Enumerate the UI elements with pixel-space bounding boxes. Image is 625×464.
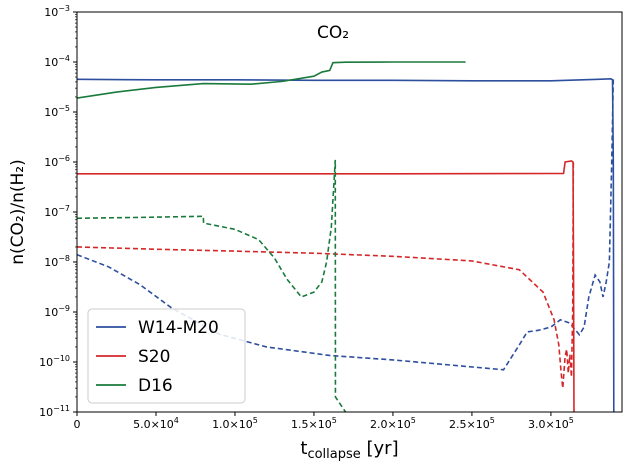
x-tick-label: 0 [74, 418, 81, 431]
y-axis-label: n(CO₂)/n(H₂) [8, 159, 28, 264]
x-tick-label: 2.0×105 [370, 416, 416, 431]
series-d16-solid-line [77, 61, 466, 99]
series-w14-m20-solid-line [77, 78, 615, 412]
y-tick-exponent: −3 [58, 4, 70, 13]
legend-label-d16: D16 [138, 376, 173, 396]
x-tick-mantissa: 1.5×10 [291, 418, 332, 431]
y-tick-exponent: −4 [58, 54, 70, 63]
x-tick-mantissa: 5.0×10 [133, 418, 174, 431]
y-tick-label: 10−11 [39, 404, 70, 419]
y-tick-exponent: −9 [58, 304, 70, 313]
legend-box [87, 308, 246, 404]
y-tick-label: 10−10 [39, 354, 70, 369]
x-axis-label-unit: [yr] [361, 438, 399, 459]
y-tick-exponent: −10 [53, 354, 70, 363]
x-tick-mantissa: 2.0×10 [370, 418, 411, 431]
y-tick-label: 10−6 [44, 154, 70, 169]
y-tick-exponent: −7 [58, 204, 70, 213]
legend-label-s20: S20 [138, 347, 170, 367]
x-tick-exponent: 4 [174, 416, 179, 425]
x-tick-label: 2.5×105 [449, 416, 495, 431]
y-tick-exponent: −11 [53, 404, 70, 413]
x-axis-label: tcollapse [yr] [300, 438, 398, 462]
chart-title: CO₂ [317, 23, 349, 43]
y-tick-label: 10−3 [44, 4, 70, 19]
y-tick-base: 10 [39, 406, 53, 419]
y-tick-exponent: −6 [58, 154, 70, 163]
x-tick-exponent: 5 [332, 416, 337, 425]
x-axis-label-main: t [300, 438, 307, 459]
x-tick-mantissa: 1.0×10 [212, 418, 253, 431]
y-tick-label: 10−5 [44, 104, 70, 119]
y-tick-base: 10 [44, 6, 58, 19]
y-tick-base: 10 [44, 56, 58, 69]
series-s20-dashed-line [77, 161, 575, 389]
x-tick-exponent: 5 [253, 416, 258, 425]
y-tick-label: 10−9 [44, 304, 70, 319]
y-tick-base: 10 [44, 106, 58, 119]
y-tick-base: 10 [44, 156, 58, 169]
x-tick-exponent: 5 [490, 416, 495, 425]
series-s20-solid-line [77, 160, 575, 412]
y-tick-base: 10 [44, 206, 58, 219]
y-tick-exponent: −5 [58, 104, 70, 113]
y-tick-label: 10−7 [44, 204, 70, 219]
data-layer [77, 61, 615, 412]
x-tick-mantissa: 3.0×10 [528, 418, 569, 431]
y-tick-exponent: −8 [58, 254, 70, 263]
series-group [77, 61, 615, 412]
series-d16-dashed-line [77, 159, 347, 412]
x-tick-label: 1.5×105 [291, 416, 337, 431]
tick-layer: 0 5.0×104 1.0×105 1.5×105 2.0×105 2.5×105 3.0×… [39, 4, 574, 431]
y-tick-label: 10−8 [44, 254, 70, 269]
legend: W14-M20 S20 D16 [87, 308, 246, 404]
x-tick-mantissa: 0 [74, 418, 81, 431]
x-tick-exponent: 5 [569, 416, 574, 425]
x-tick-mantissa: 2.5×10 [449, 418, 490, 431]
x-tick-label: 5.0×104 [133, 416, 179, 431]
x-tick-exponent: 5 [411, 416, 416, 425]
y-tick-base: 10 [44, 256, 58, 269]
y-tick-base: 10 [44, 306, 58, 319]
x-tick-label: 1.0×105 [212, 416, 258, 431]
legend-label-w14-m20: W14-M20 [138, 318, 219, 338]
x-tick-label: 3.0×105 [528, 416, 574, 431]
y-tick-base: 10 [39, 356, 53, 369]
x-axis-label-sub: collapse [307, 447, 360, 462]
y-tick-label: 10−4 [44, 54, 70, 69]
